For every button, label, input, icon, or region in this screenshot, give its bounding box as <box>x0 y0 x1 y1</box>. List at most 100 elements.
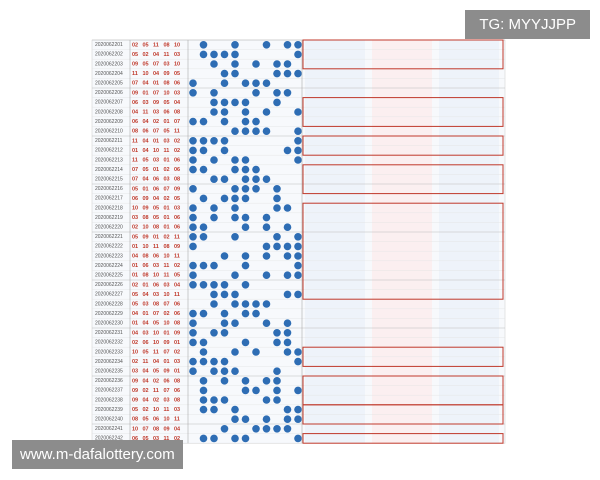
period: 2020062233 <box>95 349 123 355</box>
draw-number: 11 <box>164 436 170 442</box>
number-ball <box>210 156 218 164</box>
watermark-site: www.m-dafalottery.com <box>12 440 183 469</box>
draw-number: 04 <box>143 369 150 375</box>
draw-number: 03 <box>143 100 149 106</box>
draw-number: 04 <box>132 253 139 259</box>
number-ball <box>262 300 271 308</box>
number-ball <box>189 242 197 251</box>
draw-number: 01 <box>174 369 180 375</box>
draw-number: 09 <box>164 71 170 77</box>
number-ball <box>189 79 197 87</box>
number-ball <box>220 98 229 107</box>
highlight-frame <box>302 433 504 444</box>
draw-number: 08 <box>174 109 180 115</box>
draw-number: 02 <box>174 148 180 154</box>
number-ball <box>199 194 208 203</box>
draw-number: 10 <box>174 61 180 67</box>
period: 2020062227 <box>95 292 123 298</box>
number-ball <box>262 213 271 222</box>
period: 2020062218 <box>95 205 123 211</box>
draw-number: 09 <box>132 397 138 403</box>
draw-number: 04 <box>143 138 150 144</box>
number-ball <box>210 434 218 443</box>
draw-number: 08 <box>143 273 149 279</box>
number-ball <box>189 281 197 289</box>
draw-number: 04 <box>132 311 139 317</box>
draw-number: 04 <box>174 282 181 288</box>
number-ball <box>283 271 292 280</box>
draw-number: 10 <box>164 253 170 259</box>
draw-number: 03 <box>153 436 159 442</box>
draw-number: 09 <box>143 196 149 202</box>
draw-number: 02 <box>174 138 180 144</box>
draw-number: 11 <box>153 388 159 394</box>
draw-number: 03 <box>174 205 180 211</box>
draw-number: 03 <box>164 282 170 288</box>
draw-number: 06 <box>174 388 180 394</box>
draw-number: 02 <box>153 397 159 403</box>
draw-number: 11 <box>164 273 170 279</box>
draw-number: 03 <box>164 397 170 403</box>
number-ball <box>231 233 239 241</box>
number-ball <box>262 377 271 385</box>
draw-number: 05 <box>143 417 149 423</box>
period: 2020062234 <box>95 359 123 365</box>
number-ball <box>241 261 250 270</box>
highlight-frame <box>302 202 504 300</box>
draw-number: 03 <box>143 330 149 336</box>
draw-number: 06 <box>153 186 159 192</box>
draw-number: 06 <box>143 129 149 135</box>
draw-number: 06 <box>132 119 138 125</box>
number-ball <box>252 175 260 183</box>
number-ball <box>294 415 302 424</box>
draw-number: 06 <box>132 196 138 202</box>
number-ball <box>220 281 229 289</box>
period: 2020062240 <box>95 417 123 423</box>
draw-number: 01 <box>132 273 138 279</box>
draw-number: 07 <box>132 177 138 183</box>
draw-number: 01 <box>143 90 149 96</box>
number-ball <box>199 348 208 356</box>
number-ball <box>220 309 229 318</box>
draw-number: 05 <box>143 157 149 163</box>
number-ball <box>210 357 218 366</box>
draw-number: 01 <box>164 119 170 125</box>
number-ball <box>241 415 250 424</box>
number-ball <box>241 175 250 183</box>
draw-number: 10 <box>164 90 170 96</box>
number-ball <box>283 204 292 212</box>
number-ball <box>273 377 281 385</box>
number-ball <box>273 242 281 251</box>
number-ball <box>210 108 218 116</box>
draw-number: 11 <box>164 52 170 58</box>
number-ball <box>283 319 292 328</box>
period: 2020062236 <box>95 378 123 384</box>
draw-number: 11 <box>164 407 170 413</box>
period: 2020062205 <box>95 81 123 87</box>
draw-number: 08 <box>153 426 159 432</box>
draw-number: 10 <box>132 205 138 211</box>
number-ball <box>210 213 218 222</box>
draw-number: 10 <box>143 225 149 231</box>
draw-number: 01 <box>132 148 138 154</box>
draw-number: 08 <box>153 301 159 307</box>
draw-number: 02 <box>174 436 180 442</box>
period: 2020062241 <box>95 426 123 432</box>
number-ball <box>283 405 292 414</box>
number-ball <box>199 50 208 59</box>
number-ball <box>231 348 239 356</box>
number-ball <box>220 377 229 385</box>
number-ball <box>252 79 260 87</box>
number-ball <box>189 89 197 97</box>
number-ball <box>199 41 208 49</box>
number-ball <box>210 290 218 299</box>
draw-number: 03 <box>174 52 180 58</box>
draw-number: 04 <box>143 119 150 125</box>
number-ball <box>252 425 260 433</box>
period: 2020062220 <box>95 225 123 231</box>
number-ball <box>220 329 229 337</box>
number-ball <box>189 137 197 145</box>
number-ball <box>294 357 302 366</box>
draw-number: 03 <box>132 369 138 375</box>
number-ball <box>294 271 302 280</box>
